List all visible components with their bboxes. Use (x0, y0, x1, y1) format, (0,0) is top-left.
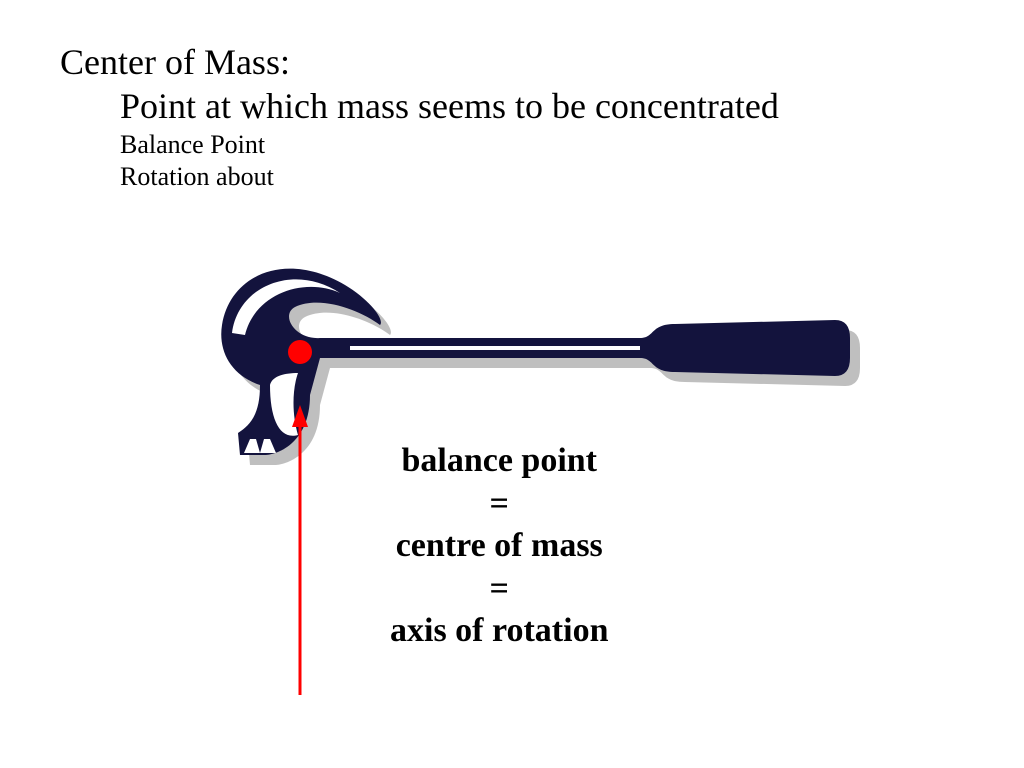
label-line-4: = (390, 568, 608, 611)
slide-title: Center of Mass: (60, 42, 290, 83)
label-line-1: balance point (390, 440, 608, 483)
subpoint-1: Balance Point (120, 130, 265, 160)
handle-highlight (350, 346, 640, 350)
label-line-5: axis of rotation (390, 610, 608, 653)
com-dot-icon (288, 340, 312, 364)
subpoint-2: Rotation about (120, 162, 274, 192)
hammer-diagram: balance point = centre of mass = axis of… (160, 240, 880, 700)
label-line-3: centre of mass (390, 525, 608, 568)
definition-text: Point at which mass seems to be concentr… (120, 86, 779, 127)
diagram-label: balance point = centre of mass = axis of… (390, 440, 608, 653)
label-line-2: = (390, 483, 608, 526)
